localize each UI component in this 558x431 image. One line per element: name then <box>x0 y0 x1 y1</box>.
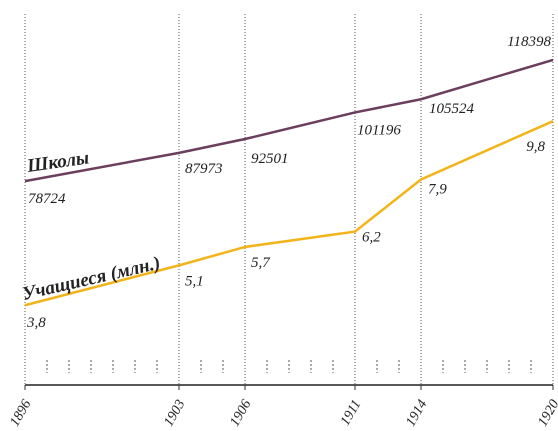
data-label: 105524 <box>429 101 475 117</box>
x-tick-label: 1920 <box>535 398 558 430</box>
x-tick-label: 1914 <box>403 398 430 430</box>
data-label: 9,8 <box>526 139 545 155</box>
data-label: 118398 <box>507 34 551 50</box>
x-tick-label: 1903 <box>161 398 188 430</box>
series-name: Учащиеся (млн.) <box>20 253 162 305</box>
x-tick-label: 1906 <box>227 398 254 430</box>
data-label: 92501 <box>251 151 289 167</box>
line <box>24 120 554 307</box>
data-label: 3,8 <box>26 315 46 331</box>
data-label: 78724 <box>28 191 66 207</box>
data-label: 5,7 <box>251 255 271 271</box>
data-label: 6,2 <box>362 230 381 246</box>
x-tick-label: 1896 <box>7 398 34 430</box>
x-tick-label: 1911 <box>338 398 364 429</box>
line <box>24 58 554 183</box>
data-label: 101196 <box>357 122 401 138</box>
data-label: 5,1 <box>185 273 204 289</box>
series-name: Школы <box>25 147 91 177</box>
data-label: 7,9 <box>428 181 447 197</box>
data-label: 87973 <box>185 161 223 177</box>
